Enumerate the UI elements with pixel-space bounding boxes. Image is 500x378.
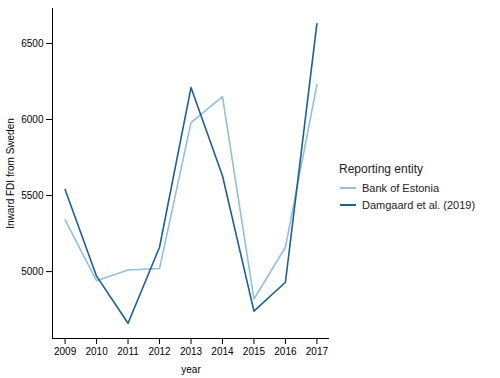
svg-text:2009: 2009 [54,346,77,357]
svg-text:2016: 2016 [274,346,297,357]
svg-text:5500: 5500 [21,190,44,201]
html-text:Reporting entity: Reporting entity [339,162,423,176]
svg-text:5000: 5000 [21,266,44,277]
html-text:Bank of Estonia: Bank of Estonia [362,182,440,194]
svg-text:2017: 2017 [306,346,329,357]
svg-text:year: year [181,364,201,375]
svg-text:2010: 2010 [85,346,108,357]
html-text:Damgaard et al. (2019): Damgaard et al. (2019) [362,199,476,211]
svg-text:2011: 2011 [117,346,139,357]
svg-text:2014: 2014 [211,346,234,357]
svg-text:6000: 6000 [21,114,44,125]
svg-text:2013: 2013 [180,346,203,357]
svg-text:Inward FDI from Sweden: Inward FDI from Sweden [5,118,16,229]
svg-text:2015: 2015 [243,346,266,357]
svg-text:6500: 6500 [21,38,44,49]
svg-text:2012: 2012 [148,346,171,357]
